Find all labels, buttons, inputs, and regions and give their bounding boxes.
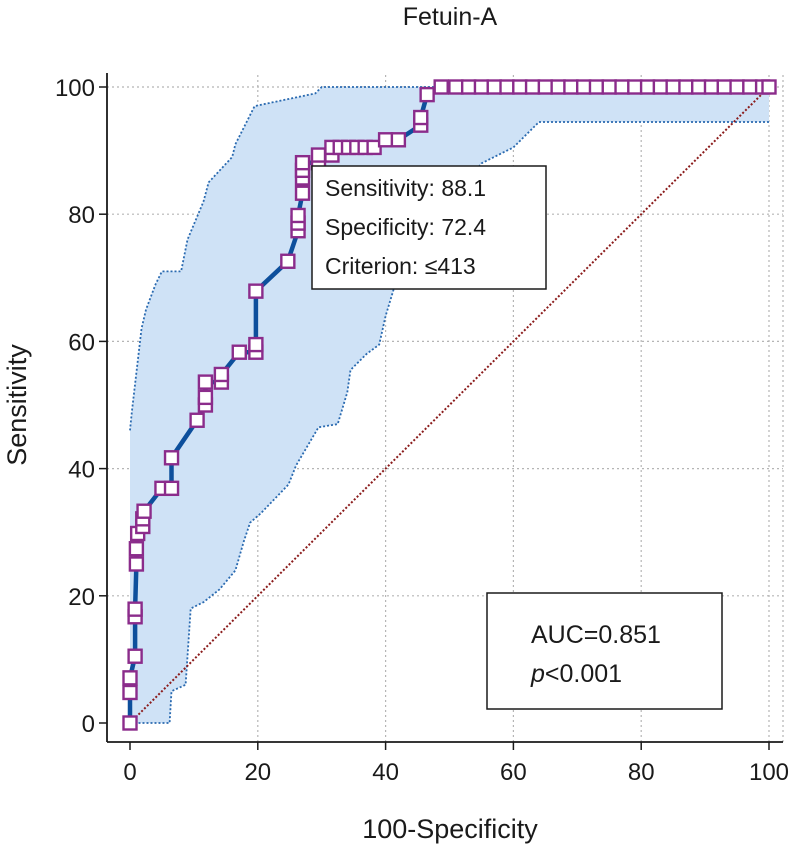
roc-point-marker xyxy=(563,79,579,95)
roc-point-marker xyxy=(742,79,758,95)
roc-point-marker xyxy=(537,79,554,95)
roc-point-marker xyxy=(128,541,145,557)
roc-point-marker xyxy=(601,79,617,95)
roc-point-marker xyxy=(716,79,732,95)
y-tick-label: 40 xyxy=(68,457,95,484)
roc-point-marker xyxy=(460,79,477,95)
roc-point-marker xyxy=(294,185,311,201)
roc-point-marker xyxy=(122,684,138,701)
roc-point-marker xyxy=(627,79,643,95)
x-tick-label: 20 xyxy=(244,759,271,786)
roc-point-marker xyxy=(639,79,656,95)
y-axis-title: Sensitivity xyxy=(2,344,32,466)
roc-point-marker xyxy=(122,715,138,731)
roc-point-marker xyxy=(665,79,681,95)
y-tick-label: 0 xyxy=(82,711,95,738)
roc-point-marker xyxy=(127,601,143,617)
p-symbol: p xyxy=(530,660,545,688)
roc-point-marker xyxy=(588,79,605,95)
chart-title: Fetuin-A xyxy=(403,3,498,31)
x-tick-label: 0 xyxy=(123,759,136,786)
roc-point-marker xyxy=(280,253,296,269)
criterion-value: Criterion: ≤413 xyxy=(325,253,476,279)
roc-point-marker xyxy=(419,86,435,103)
auc-box xyxy=(486,592,723,710)
roc-point-marker xyxy=(524,79,541,95)
roc-point-marker xyxy=(122,670,138,686)
auc-annotation: AUC=0.851 p<0.001 xyxy=(486,592,723,710)
x-axis-title: 100-Specificity xyxy=(362,814,538,844)
x-tick-label: 80 xyxy=(628,759,655,786)
axes: 0 20 40 60 80 100 0 20 40 60 80 100 xyxy=(55,73,789,786)
roc-point-marker xyxy=(231,344,247,360)
y-tick-label: 20 xyxy=(68,584,95,611)
y-tick-label: 60 xyxy=(68,329,95,356)
criterion-box xyxy=(311,165,547,290)
roc-point-marker xyxy=(473,79,490,95)
roc-point-marker xyxy=(213,366,230,383)
x-tick-label: 100 xyxy=(749,759,789,786)
roc-point-marker xyxy=(761,79,777,95)
roc-point-marker xyxy=(128,556,145,572)
p-value: <0.001 xyxy=(545,660,622,688)
criterion-annotation: Sensitivity: 88.1 Specificity: 72.4 Crit… xyxy=(311,165,547,290)
roc-point-marker xyxy=(136,503,152,519)
y-tick-label: 80 xyxy=(68,202,95,229)
roc-point-marker xyxy=(248,336,264,353)
roc-point-marker xyxy=(248,283,264,299)
x-tick-label: 40 xyxy=(372,759,399,786)
roc-point-marker xyxy=(294,154,311,171)
roc-point-marker xyxy=(499,79,515,95)
x-tick-label: 60 xyxy=(500,759,527,786)
roc-point-marker xyxy=(413,109,429,126)
roc-point-marker xyxy=(652,79,669,95)
ci-area xyxy=(130,87,769,723)
roc-point-marker xyxy=(189,412,205,428)
criterion-sensitivity: Sensitivity: 88.1 xyxy=(325,175,486,201)
roc-point-marker xyxy=(390,132,407,148)
roc-point-marker xyxy=(703,79,720,95)
roc-point-marker xyxy=(197,389,214,406)
roc-point-marker xyxy=(729,79,745,95)
y-tick-label: 100 xyxy=(55,75,95,102)
roc-point-marker xyxy=(614,79,630,95)
roc-markers xyxy=(122,79,777,731)
roc-point-marker xyxy=(433,79,449,95)
p-value-line: p<0.001 xyxy=(530,660,622,688)
roc-point-marker xyxy=(691,79,707,95)
roc-point-marker xyxy=(310,147,327,163)
roc-point-marker xyxy=(377,132,394,148)
roc-point-marker xyxy=(512,79,528,95)
roc-point-marker xyxy=(486,79,502,95)
roc-point-marker xyxy=(575,79,592,95)
roc-point-marker xyxy=(678,79,694,95)
roc-point-marker xyxy=(197,374,214,390)
roc-point-marker xyxy=(448,79,464,95)
roc-point-marker xyxy=(163,450,180,466)
roc-point-marker xyxy=(163,480,180,497)
ci-upper-bound xyxy=(129,86,769,431)
criterion-specificity: Specificity: 72.4 xyxy=(325,214,486,240)
roc-point-marker xyxy=(550,79,566,95)
roc-point-marker xyxy=(127,648,143,664)
auc-value: AUC=0.851 xyxy=(531,621,661,649)
roc-point-marker xyxy=(290,207,306,224)
